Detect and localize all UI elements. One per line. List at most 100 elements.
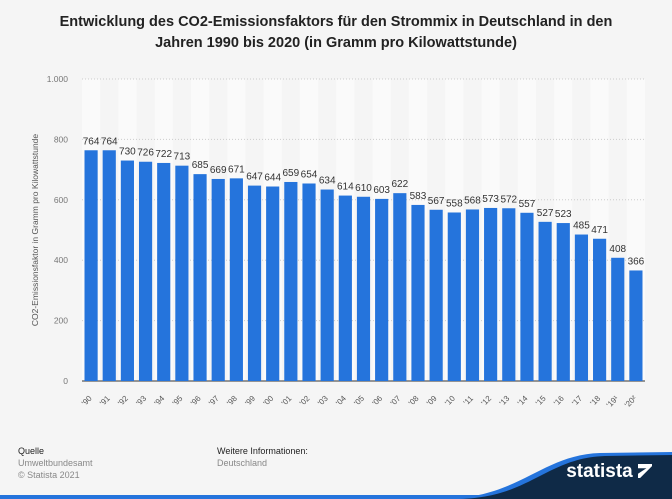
bar	[538, 221, 552, 381]
bar	[102, 150, 116, 381]
x-tick-label: '20²	[623, 394, 639, 410]
x-tick-label: '03	[316, 393, 330, 407]
info-region: Deutschland	[217, 458, 268, 468]
data-label: 647	[246, 172, 263, 183]
x-tick-label: '17	[570, 393, 584, 407]
bar	[447, 212, 461, 381]
x-tick-label: '98	[225, 393, 239, 407]
x-tick-label: '09	[425, 393, 439, 407]
y-axis-label: CO2-Emissionsfaktor in Gramm pro Kilowat…	[30, 134, 40, 327]
bar	[229, 178, 243, 381]
bar	[284, 181, 298, 381]
x-tick-label: '90	[80, 393, 94, 407]
bar	[356, 196, 371, 381]
x-tick-label: '11	[462, 393, 476, 407]
bar	[484, 207, 498, 381]
x-tick-label: '99	[243, 393, 257, 407]
x-tick-label: '19¹	[605, 394, 621, 410]
data-label: 644	[264, 173, 281, 184]
bar	[338, 195, 352, 381]
data-label: 654	[301, 169, 318, 180]
x-tick-label: '02	[298, 393, 312, 407]
bar	[520, 212, 534, 381]
x-tick-label: '95	[171, 393, 185, 407]
data-label: 568	[464, 195, 481, 206]
y-tick-label: 200	[54, 316, 68, 326]
data-label: 614	[337, 182, 354, 193]
x-tick-label: '12	[479, 393, 493, 407]
y-tick-label: 1.000	[47, 74, 69, 84]
bar	[84, 150, 98, 381]
x-tick-label: '06	[371, 393, 385, 407]
bar	[266, 186, 280, 381]
data-label: 567	[428, 196, 445, 207]
bar	[593, 238, 607, 381]
data-label: 527	[537, 208, 554, 219]
data-label: 610	[355, 183, 372, 194]
data-label: 471	[591, 225, 608, 236]
y-tick-label: 600	[54, 195, 68, 205]
x-tick-label: '16	[552, 393, 566, 407]
x-tick-label: '05	[352, 393, 366, 407]
data-label: 634	[319, 176, 336, 187]
data-label: 659	[283, 168, 300, 179]
data-label: 366	[628, 256, 645, 267]
data-label: 603	[373, 185, 390, 196]
data-label: 557	[519, 199, 536, 210]
data-label: 408	[609, 244, 626, 255]
data-label: 671	[228, 164, 245, 175]
bar	[157, 162, 171, 381]
bar	[375, 198, 389, 381]
x-tick-label: '96	[189, 393, 203, 407]
chart-title: Entwicklung des CO2-Emissionsfaktors für…	[59, 14, 613, 51]
data-label: 669	[210, 165, 227, 176]
data-label: 583	[410, 191, 427, 202]
bar	[211, 178, 225, 381]
bar	[574, 234, 589, 381]
data-label: 573	[482, 194, 499, 205]
bar	[320, 189, 334, 381]
x-tick-label: '07	[389, 393, 403, 407]
x-tick-label: '91	[98, 393, 112, 407]
bar	[429, 209, 443, 381]
x-tick-label: '94	[153, 393, 167, 407]
copyright: © Statista 2021	[18, 470, 80, 480]
x-tick-label: '14	[516, 393, 530, 407]
x-tick-label: '13	[498, 393, 512, 407]
y-tick-label: 400	[54, 255, 68, 265]
data-label: 622	[391, 179, 408, 190]
data-label: 764	[101, 136, 118, 147]
x-tick-label: '92	[116, 393, 130, 407]
x-tick-label: '10	[443, 393, 457, 407]
y-tick-label: 800	[54, 134, 68, 144]
bar	[247, 185, 262, 381]
data-label: 523	[555, 209, 572, 220]
bar	[193, 174, 207, 381]
bar	[120, 160, 134, 381]
x-tick-label: '18	[588, 393, 602, 407]
bar	[411, 204, 425, 381]
data-label: 558	[446, 198, 463, 209]
data-label: 485	[573, 221, 590, 232]
bar	[175, 165, 189, 381]
source-link[interactable]: Umweltbundesamt	[18, 458, 93, 468]
x-tick-label: '04	[334, 393, 348, 407]
bar	[629, 270, 643, 381]
bar	[302, 183, 316, 381]
data-label: 722	[155, 149, 172, 160]
data-label: 730	[119, 147, 136, 158]
bar	[138, 161, 153, 381]
x-tick-label: '15	[534, 393, 548, 407]
x-tick-label: '97	[207, 393, 221, 407]
data-label: 713	[174, 152, 191, 163]
bar	[465, 209, 480, 381]
data-label: 764	[83, 136, 100, 147]
statista-logo[interactable]: statista	[566, 461, 652, 483]
source-heading: Quelle	[18, 446, 45, 456]
statista-logo-icon	[638, 464, 652, 478]
data-label: 726	[137, 148, 154, 159]
data-label: 685	[192, 160, 209, 171]
x-tick-label: '08	[407, 393, 421, 407]
x-tick-label: '00	[262, 393, 276, 407]
